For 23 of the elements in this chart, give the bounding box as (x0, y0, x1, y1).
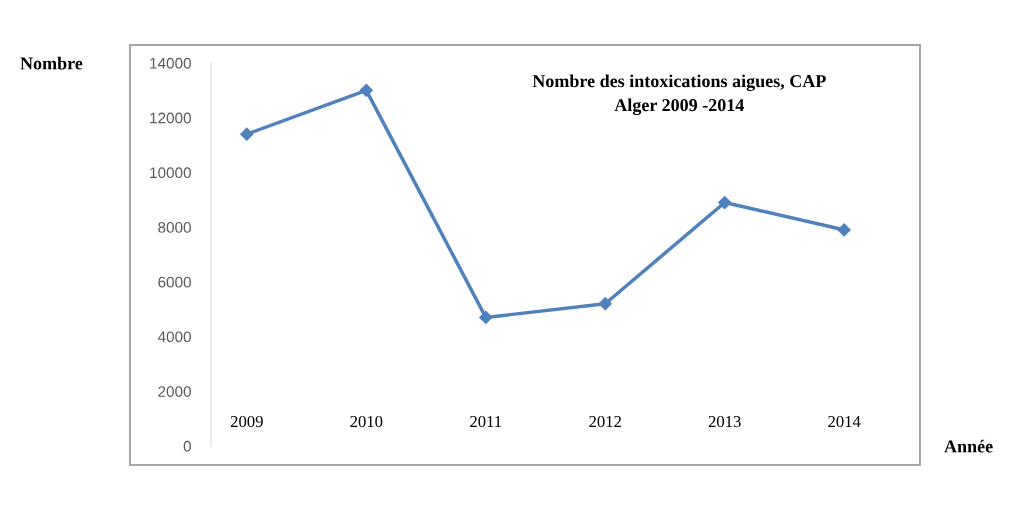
x-tick-label: 2011 (470, 415, 502, 428)
point (598, 297, 612, 311)
y-tick-label: 12000 (150, 112, 191, 124)
y-tick-label: 6000 (158, 276, 191, 288)
point (479, 310, 493, 325)
point (718, 195, 732, 210)
x-tick-label: 2014 (828, 415, 861, 428)
x-axis-title: Année (944, 439, 993, 453)
x-tick-label: 2009 (230, 415, 263, 428)
y-tick-label: 10000 (150, 167, 191, 179)
x-tick-label: 2010 (350, 415, 383, 428)
y-tick-label: 0 (183, 440, 191, 452)
point (837, 223, 851, 237)
y-tick-label: 8000 (158, 222, 191, 233)
x-tick-label: 2012 (589, 415, 621, 428)
y-tick-label: 4000 (157, 331, 191, 343)
y-axis-title: Nombre (20, 56, 83, 70)
text: Nombre des intoxications aigues, CAP Alger 2009 -2014 (532, 74, 826, 116)
y-tick-label: 2000 (158, 386, 191, 397)
point (359, 83, 373, 97)
point (240, 127, 254, 141)
y-tick-label: 14000 (150, 57, 191, 69)
x-tick-label: 2013 (708, 415, 741, 428)
